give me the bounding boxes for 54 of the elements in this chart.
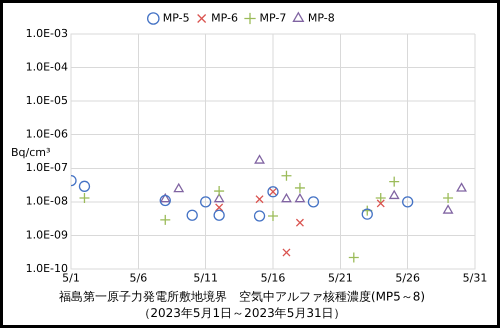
y-tick-label: 1.0E-09: [26, 228, 68, 242]
y-tick-label: 1.0E-08: [26, 194, 68, 208]
point: [388, 176, 400, 188]
point: [362, 204, 373, 216]
point: [442, 192, 454, 204]
x-tick-label: 5/11: [193, 271, 218, 284]
point: [186, 210, 198, 221]
point: [456, 182, 467, 192]
point: [294, 182, 306, 194]
point: [78, 192, 90, 204]
point: [389, 190, 400, 200]
point: [254, 154, 265, 164]
point: [280, 170, 292, 182]
point: [375, 192, 386, 204]
point: [282, 248, 291, 257]
y-axis-title: Bq/cm³: [11, 146, 50, 159]
point: [160, 194, 170, 202]
legend-label: MP-8: [308, 11, 335, 24]
point: [174, 183, 184, 192]
x-tick-label: 5/6: [129, 271, 148, 284]
point: [255, 195, 264, 204]
text: 福島第一原子力発電所敷地境界 空気中アルファ核種濃度(MP5～8): [58, 290, 426, 304]
y-tick-label: 1.0E-03: [26, 26, 68, 40]
y-tick-label: 1.0E-07: [26, 161, 68, 174]
point: [348, 252, 360, 264]
x-tick-label: 5/21: [328, 271, 353, 284]
legend-label: MP-6: [211, 11, 238, 24]
x-tick-label: 5/16: [260, 271, 286, 284]
point: [267, 210, 279, 222]
point: [160, 214, 171, 226]
point: [294, 194, 305, 202]
y-tick-label: 1.0E-06: [26, 128, 68, 141]
point: [214, 194, 224, 202]
point: [443, 204, 454, 214]
legend-label: MP-5: [162, 11, 190, 24]
point: [296, 218, 304, 227]
point: [281, 194, 292, 202]
text: （2023年5月1日～2023年5月31日）: [138, 306, 346, 320]
point: [213, 185, 225, 197]
point: [254, 210, 266, 222]
point: [78, 180, 90, 192]
point: [362, 208, 373, 220]
point: [160, 194, 171, 206]
point: [402, 196, 414, 208]
legend-label: MP-7: [260, 11, 286, 24]
y-tick-label: 1.0E-04: [26, 60, 68, 74]
point: [213, 210, 225, 221]
point: [376, 199, 385, 208]
y-tick-label: 1.0E-05: [26, 94, 68, 107]
point: [200, 196, 212, 208]
x-tick-label: 5/26: [395, 271, 420, 284]
point: [214, 203, 224, 212]
point: [308, 196, 320, 208]
x-tick-label: 5/31: [462, 271, 488, 284]
